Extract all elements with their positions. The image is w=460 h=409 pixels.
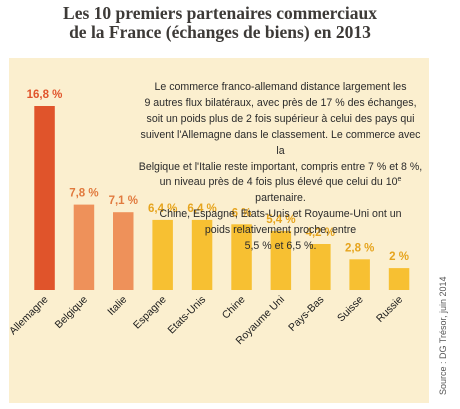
category-label: Espagne [131, 294, 169, 332]
bar-belgique [73, 204, 95, 290]
bar-chine [231, 224, 252, 290]
category-label: Russie [374, 294, 405, 325]
category-label: Etats-Unis [165, 294, 208, 337]
chart-title: Les 10 premiers partenaires commerciaux … [0, 4, 440, 42]
annotation-text: un niveau près de 4 fois plus élevé que … [159, 176, 398, 189]
bar-suisse [349, 259, 370, 290]
category-label: Pays-Bas [286, 294, 326, 334]
bar-italie [113, 212, 134, 290]
bar-espagne [152, 219, 173, 290]
chart-annotation: Le commerce franco-allemand distance lar… [138, 80, 423, 255]
category-label: Italie [105, 294, 129, 318]
bar-russie [388, 268, 410, 290]
annotation-line: Le commerce franco-allemand distance lar… [154, 81, 407, 93]
category-label: Allemagne [7, 294, 51, 338]
bar-etats-unis [191, 219, 213, 290]
annotation-line: Belgique et l'Italie reste important, co… [138, 160, 423, 173]
value-label: 7,1 % [109, 195, 138, 207]
value-label: 6 % [232, 207, 252, 219]
category-label: Belgique [53, 294, 90, 331]
annotation-line: un niveau près de 4 fois plus élevé que … [138, 175, 423, 207]
category-label: Suisse [335, 294, 366, 325]
annotation-line: 9 autres flux bilatéraux, avec près de 1… [144, 96, 417, 109]
value-label: 2,8 % [345, 242, 374, 254]
source-note: Source : DG Trésor, juin 2014 [438, 276, 448, 395]
annotation-text: partenaire. [255, 192, 306, 205]
value-label: 6,4 % [148, 203, 177, 215]
chart-title-line-2: de la France (échanges de biens) en 2013 [69, 22, 371, 42]
value-label: 7,8 % [69, 188, 98, 200]
category-label: Chine [220, 294, 248, 322]
value-label: 4,2 % [306, 227, 335, 239]
annotation-line: poids relativement proche, entre [204, 224, 357, 237]
annotation-line: Chine, Espagne, Etats-Unis et Royaume-Un… [159, 208, 402, 221]
annotation-line: 5,5 % et 6,5 %. [244, 240, 317, 253]
chart-title-line-1: Les 10 premiers partenaires commerciaux [63, 3, 377, 23]
annotation-line: suivent l'Allemagne dans le classement. … [140, 128, 421, 157]
value-label: 5,4 % [266, 214, 295, 226]
value-label: 16,8 % [27, 89, 63, 101]
bar-pays-bas [310, 244, 331, 290]
annotation-line: soit un poids plus de 2 fois supérieur à… [146, 112, 415, 125]
bar-royaume-uni [270, 230, 292, 290]
value-label: 2 % [389, 251, 409, 263]
annotation-superscript: e [397, 176, 402, 184]
value-label: 6,4 % [187, 203, 216, 215]
bar-allemagne [34, 106, 55, 290]
